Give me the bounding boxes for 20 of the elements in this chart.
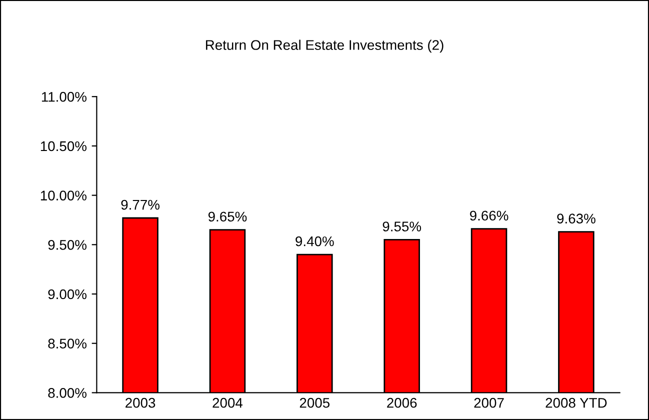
data-label: 9.40% bbox=[296, 236, 334, 246]
x-tick-label: 2008 YTD bbox=[546, 398, 607, 408]
y-tick-label: 8.00% bbox=[48, 388, 86, 398]
data-label: 9.63% bbox=[557, 214, 596, 224]
data-label: 9.77% bbox=[121, 200, 160, 210]
x-tick-label: 2006 bbox=[387, 398, 417, 408]
chart-title: Return On Real Estate Investments (2) bbox=[206, 40, 444, 53]
y-tick-label: 11.00% bbox=[42, 92, 86, 102]
y-tick-label: 10.50% bbox=[40, 141, 86, 152]
x-tick-label: 2003 bbox=[126, 398, 156, 408]
y-tick-label: 9.50% bbox=[48, 240, 86, 250]
y-tick-label: 10.00% bbox=[40, 190, 86, 200]
x-tick-label: 2004 bbox=[212, 398, 243, 408]
data-label: 9.55% bbox=[382, 222, 422, 232]
x-tick-label: 2005 bbox=[300, 398, 330, 408]
x-tick-label: 2007 bbox=[474, 398, 504, 408]
y-tick-label: 9.00% bbox=[48, 289, 86, 300]
data-label: 9.65% bbox=[208, 212, 247, 222]
data-label: 9.66% bbox=[470, 210, 508, 221]
y-tick-label: 8.50% bbox=[48, 338, 86, 349]
